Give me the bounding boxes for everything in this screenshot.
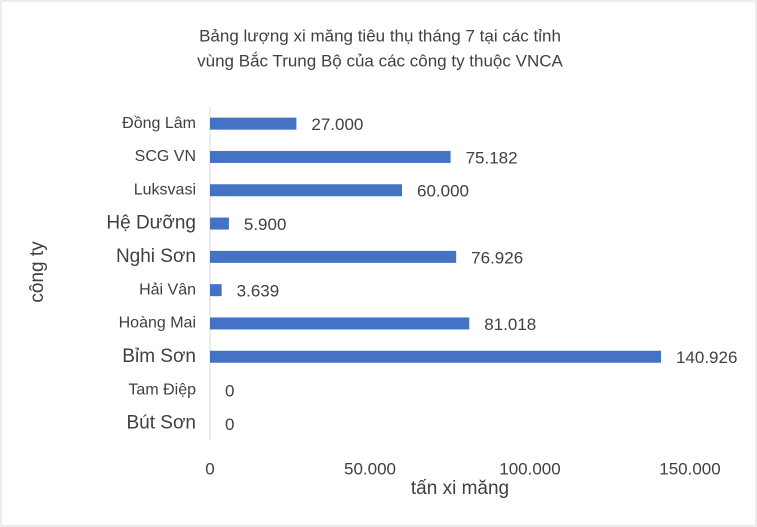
data-label: 60.000 [417,182,469,201]
y-tick-label: Hải Vân [139,281,196,298]
data-label: 75.182 [466,148,518,167]
bar [210,150,451,163]
data-label: 27.000 [311,115,363,134]
x-tick-label: 0 [205,459,214,478]
data-label: 0 [225,415,234,434]
data-label: 5.900 [244,215,287,234]
data-label: 3.639 [237,282,280,301]
y-tick-label: Đồng Lâm [122,115,196,132]
y-tick-label: Tam Điệp [128,381,196,398]
bar [210,217,229,230]
y-tick-label: Hoàng Mai [119,315,196,332]
y-axis-label: công ty [27,241,48,303]
data-label: 76.926 [471,248,523,267]
y-tick-label: Bỉm Sơn [122,346,196,367]
data-label: 81.018 [484,315,536,334]
bar [210,317,470,330]
chart-title: Bảng lượng xi măng tiêu thụ tháng 7 tại … [199,26,561,45]
y-tick-label: Bút Sơn [127,412,197,433]
bar [210,117,297,130]
x-tick-label: 150.000 [659,459,720,478]
x-tick-label: 100.000 [499,459,560,478]
x-tick-label: 50.000 [344,459,396,478]
bar [210,350,661,363]
y-tick-label: Luksvasi [134,181,196,198]
bar [210,250,457,263]
bar [210,284,222,297]
y-tick-label: SCG VN [135,148,196,165]
data-label: 140.926 [676,348,737,367]
chart-title: vùng Bắc Trung Bộ của các công ty thuộc … [197,51,563,70]
data-label: 0 [225,382,234,401]
y-tick-label: Nghi Sơn [116,246,196,267]
bar [210,184,402,197]
y-tick-label: Hệ Dưỡng [106,213,196,234]
x-axis-label: tấn xi măng [411,478,509,499]
